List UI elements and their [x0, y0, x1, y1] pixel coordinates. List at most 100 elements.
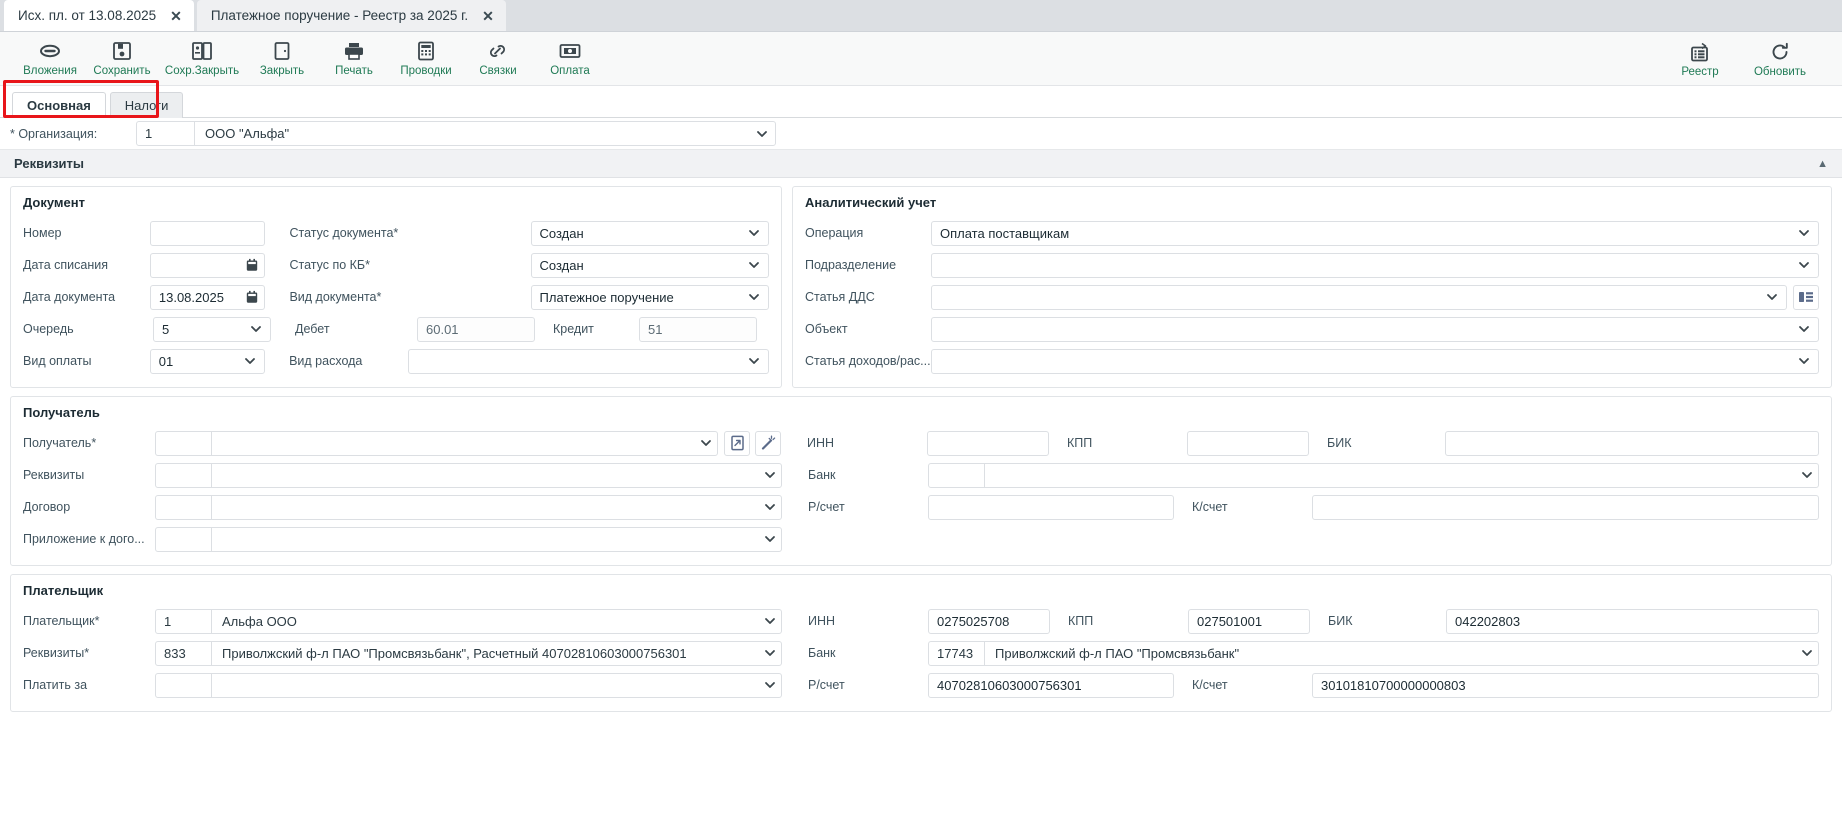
combo-platelshchik-code[interactable]: 1: [156, 609, 212, 633]
input-kschet-payer[interactable]: 30101810700000000803: [1312, 672, 1819, 698]
toolbar-button-close[interactable]: Закрыть: [246, 33, 318, 85]
combo-rekvizity-payer[interactable]: 833 Приволжский ф-л ПАО "Промсвязьбанк",…: [155, 640, 782, 666]
combo-dogovor-name[interactable]: [212, 496, 759, 519]
combo-platit-za[interactable]: [155, 672, 782, 698]
chevron-down-icon[interactable]: [1762, 291, 1782, 303]
input-kschet-recipient[interactable]: [1312, 494, 1819, 520]
chevron-down-icon[interactable]: [759, 674, 781, 697]
chevron-down-icon[interactable]: [1796, 464, 1818, 487]
chevron-down-icon[interactable]: [759, 642, 781, 665]
combo-poluchatel-name[interactable]: [212, 432, 695, 455]
input-bik-payer[interactable]: 042202803: [1446, 608, 1819, 634]
chevron-down-icon[interactable]: [759, 496, 781, 519]
select-ochered[interactable]: 5: [153, 316, 271, 342]
combo-rekvizity-recipient-name[interactable]: [212, 464, 759, 487]
chevron-down-icon[interactable]: [744, 259, 764, 271]
input-inn-payer[interactable]: 0275025708: [928, 608, 1050, 634]
combo-poluchatel-code[interactable]: [156, 431, 212, 455]
section-header-rekvizity[interactable]: Реквизиты ▲: [0, 150, 1842, 178]
input-rschet-recipient[interactable]: [928, 494, 1174, 520]
chevron-down-icon[interactable]: [1794, 259, 1814, 271]
chevron-down-icon[interactable]: [1794, 227, 1814, 239]
chevron-down-icon[interactable]: [1796, 642, 1818, 665]
select-obekt[interactable]: [931, 316, 1819, 342]
combo-bank-recipient-name[interactable]: [985, 464, 1796, 487]
select-statya-dds[interactable]: [931, 284, 1787, 310]
input-data-dokumenta[interactable]: 13.08.2025: [149, 284, 266, 310]
close-icon[interactable]: ✕: [170, 7, 182, 24]
combo-prilozhenie-name[interactable]: [212, 528, 759, 551]
toolbar-button-postings[interactable]: Проводки: [390, 33, 462, 85]
chevron-up-icon[interactable]: ▲: [1817, 157, 1828, 170]
combo-dogovor-code[interactable]: [156, 495, 212, 519]
input-bik-recipient[interactable]: [1445, 430, 1819, 456]
combo-rekvizity-payer-name[interactable]: Приволжский ф-л ПАО "Промсвязьбанк", Рас…: [222, 645, 687, 661]
combo-rekvizity-recipient[interactable]: [155, 462, 782, 488]
toolbar-button-links[interactable]: Связки: [462, 33, 534, 85]
combo-dogovor[interactable]: [155, 494, 782, 520]
tab-nalogi[interactable]: Налоги: [109, 92, 184, 118]
select-vid-oplaty[interactable]: 01: [149, 348, 266, 374]
combo-prilozhenie[interactable]: [155, 526, 782, 552]
organization-name[interactable]: ООО "Альфа": [205, 126, 290, 141]
chevron-down-icon[interactable]: [246, 323, 266, 335]
close-icon[interactable]: ✕: [482, 7, 494, 24]
input-kpp-payer[interactable]: 027501001: [1188, 608, 1310, 634]
combo-platit-za-name[interactable]: [212, 674, 759, 697]
combo-poluchatel[interactable]: [155, 430, 718, 456]
tree-select-icon[interactable]: [1793, 284, 1819, 310]
toolbar-button-registry[interactable]: Реестр: [1664, 33, 1736, 85]
combo-bank-recipient[interactable]: [928, 462, 1819, 488]
input-kredit[interactable]: 51: [639, 316, 757, 342]
combo-platit-za-code[interactable]: [156, 673, 212, 697]
toolbar-button-save[interactable]: Сохранить: [86, 33, 158, 85]
chevron-down-icon[interactable]: [759, 464, 781, 487]
input-data-spisaniya[interactable]: [149, 252, 266, 278]
chevron-down-icon[interactable]: [759, 610, 781, 633]
calendar-icon[interactable]: [246, 290, 258, 304]
combo-platelshchik-name[interactable]: Альфа ООО: [222, 613, 297, 629]
toolbar-button-print[interactable]: Печать: [318, 33, 390, 85]
input-rschet-payer[interactable]: 40702810603000756301: [928, 672, 1174, 698]
chevron-down-icon[interactable]: [1794, 323, 1814, 335]
combo-platelshchik[interactable]: 1 Альфа ООО: [155, 608, 782, 634]
input-inn-recipient[interactable]: [927, 430, 1049, 456]
combo-prilozhenie-code[interactable]: [156, 527, 212, 551]
combo-bank-payer-name[interactable]: Приволжский ф-л ПАО "Промсвязьбанк": [995, 645, 1240, 661]
select-status-po-kb[interactable]: Создан: [530, 252, 769, 278]
chevron-down-icon[interactable]: [749, 122, 775, 145]
select-podrazdelenie[interactable]: [931, 252, 1819, 278]
select-vid-dokumenta[interactable]: Платежное поручение: [530, 284, 769, 310]
toolbar-button-save-close[interactable]: Сохр.Закрыть: [158, 33, 246, 85]
input-kpp-recipient[interactable]: [1187, 430, 1309, 456]
chevron-down-icon[interactable]: [744, 227, 764, 239]
magic-wand-icon[interactable]: [755, 430, 781, 456]
chevron-down-icon[interactable]: [744, 355, 764, 367]
combo-bank-recipient-code[interactable]: [929, 463, 985, 487]
toolbar-button-payment[interactable]: Оплата: [534, 33, 606, 85]
combo-rekvizity-payer-code[interactable]: 833: [156, 641, 212, 665]
combo-bank-payer-code[interactable]: 17743: [929, 641, 985, 665]
chevron-down-icon[interactable]: [744, 291, 764, 303]
toolbar-button-refresh[interactable]: Обновить: [1736, 33, 1824, 85]
combo-rekvizity-recipient-code[interactable]: [156, 463, 212, 487]
input-nomer[interactable]: [149, 220, 266, 246]
select-status-dokumenta[interactable]: Создан: [530, 220, 769, 246]
select-statya-dohodov[interactable]: [931, 348, 1819, 374]
chevron-down-icon[interactable]: [240, 355, 260, 367]
combo-bank-payer[interactable]: 17743 Приволжский ф-л ПАО "Промсвязьбанк…: [928, 640, 1819, 666]
select-operaciya[interactable]: Оплата поставщикам: [931, 220, 1819, 246]
chevron-down-icon[interactable]: [695, 432, 717, 455]
input-debet[interactable]: 60.01: [417, 316, 535, 342]
organization-code[interactable]: 1: [137, 122, 195, 145]
organization-combo[interactable]: 1 ООО "Альфа": [136, 121, 776, 146]
chevron-down-icon[interactable]: [759, 528, 781, 551]
window-tab-1[interactable]: Платежное поручение - Реестр за 2025 г. …: [196, 0, 506, 31]
chevron-down-icon[interactable]: [1794, 355, 1814, 367]
open-card-icon[interactable]: [724, 430, 750, 456]
toolbar-button-attachments[interactable]: Вложения: [14, 33, 86, 85]
calendar-icon[interactable]: [246, 258, 258, 272]
select-vid-raskhoda[interactable]: [408, 348, 770, 374]
window-tab-0[interactable]: Исх. пл. от 13.08.2025 ✕: [4, 0, 194, 31]
tab-osnovnaya[interactable]: Основная: [12, 92, 106, 118]
